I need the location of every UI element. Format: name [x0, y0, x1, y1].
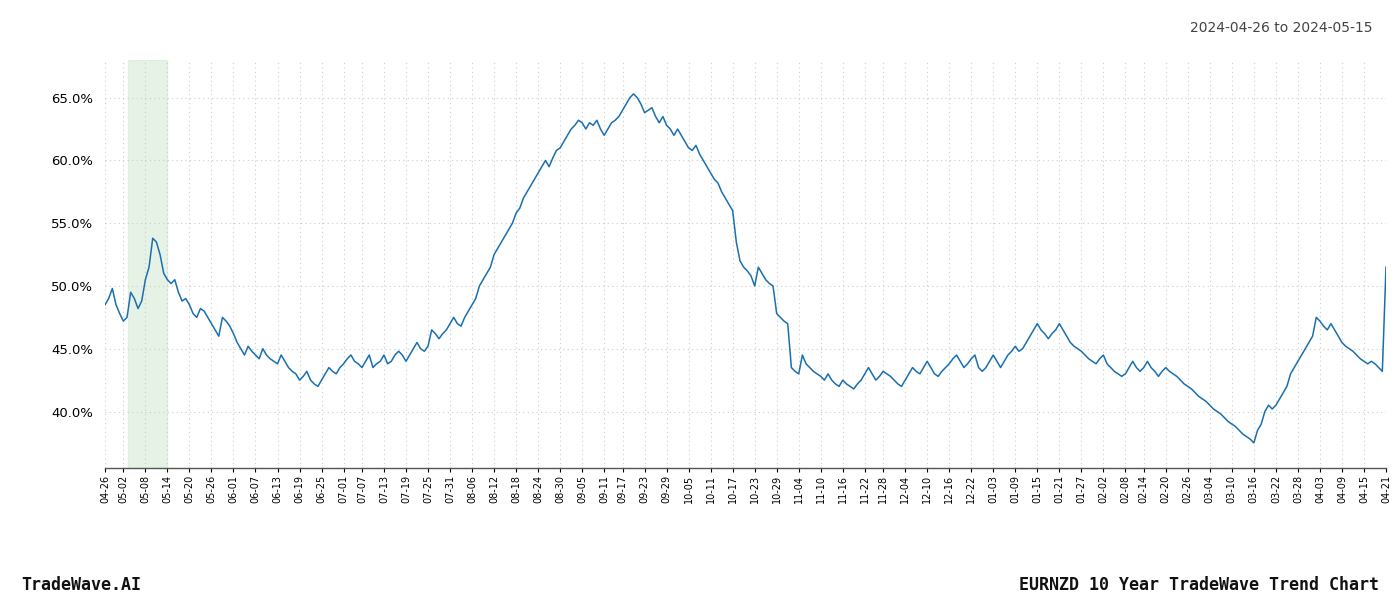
Text: EURNZD 10 Year TradeWave Trend Chart: EURNZD 10 Year TradeWave Trend Chart: [1019, 576, 1379, 594]
Text: 2024-04-26 to 2024-05-15: 2024-04-26 to 2024-05-15: [1190, 21, 1372, 35]
Bar: [129, 60, 167, 468]
Text: TradeWave.AI: TradeWave.AI: [21, 576, 141, 594]
